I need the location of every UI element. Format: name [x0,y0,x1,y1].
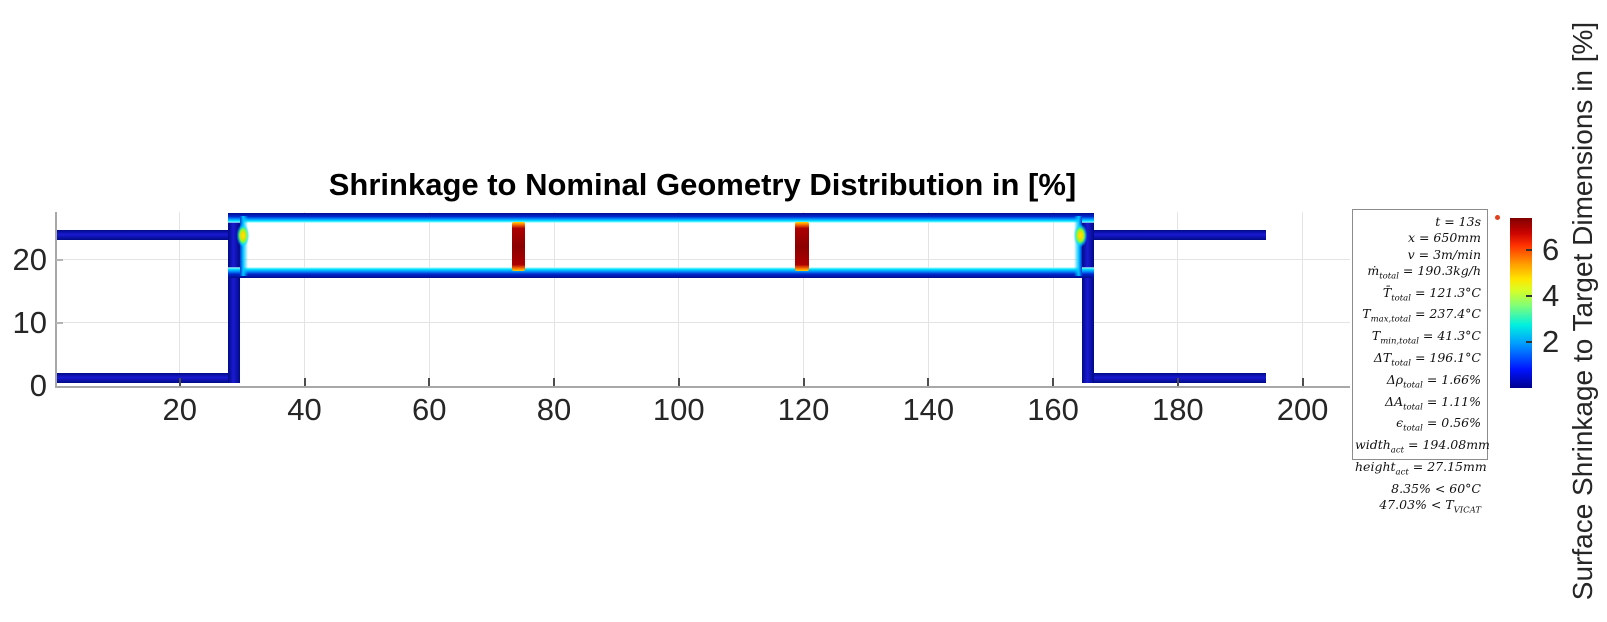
profile-box-top-wall [228,213,1094,224]
y-tick-20 [56,259,63,261]
profile-internal-rib-2 [795,222,809,271]
x-tick-label-60: 60 [384,392,474,428]
gridline-x-40 [304,212,305,386]
stats-line-8: Δρtotal = 1.66% [1355,372,1481,394]
figure-canvas: Shrinkage to Nominal Geometry Distributi… [0,0,1607,622]
stats-line-5: Tmax,total = 237.4°C [1355,306,1481,328]
profile-left-top-flange [55,230,240,240]
stats-line-0: t = 13s [1355,214,1481,230]
y-axis-line [55,212,57,387]
gridline-x-200 [1302,212,1303,386]
x-tick-label-100: 100 [634,392,724,428]
x-tick-200 [1302,378,1304,386]
stats-line-14: 47.03% < TVICAT [1355,497,1481,519]
x-tick-60 [428,378,430,386]
x-tick-label-140: 140 [883,392,973,428]
stats-line-1: x = 650mm [1355,230,1481,246]
profile-left-corner-hotspot [235,221,251,250]
stats-line-11: widthact = 194.08mm [1355,437,1481,459]
profile-right-corner-hotspot [1072,221,1088,250]
profile-right-bottom-flange [1082,373,1266,383]
colorbar-tick-label-6: 6 [1542,233,1559,267]
x-tick-140 [927,378,929,386]
stats-line-12: heightact = 27.15mm [1355,459,1481,481]
y-tick-label-20: 20 [0,243,47,277]
gridline-x-100 [678,212,679,386]
colorbar-label: Surface Shrinkage to Target Dimensions i… [1567,22,1599,600]
y-tick-label-10: 10 [0,306,47,340]
stats-line-7: ΔTtotal = 196.1°C [1355,350,1481,372]
stats-line-2: v = 3m/min [1355,247,1481,263]
colorbar-tick-6 [1526,249,1532,251]
stats-line-6: Tmin,total = 41.3°C [1355,328,1481,350]
gridline-x-140 [928,212,929,386]
profile-internal-rib-1 [512,222,526,271]
x-axis-line [55,386,1350,388]
gridline-x-160 [1053,212,1054,386]
colorbar-tick-label-2: 2 [1542,325,1559,359]
y-tick-10 [56,322,63,324]
x-tick-180 [1177,378,1179,386]
x-tick-label-120: 120 [759,392,849,428]
profile-box-bottom-wall [228,267,1094,278]
colorbar [1510,218,1532,388]
profile-right-top-flange [1082,230,1266,240]
x-tick-40 [304,378,306,386]
stats-line-13: 8.35% < 60°C [1355,481,1481,497]
x-tick-100 [678,378,680,386]
gridline-x-80 [554,212,555,386]
x-tick-120 [803,378,805,386]
stats-line-9: ΔAtotal = 1.11% [1355,394,1481,416]
x-tick-label-80: 80 [509,392,599,428]
gridline-y-10 [55,322,1350,323]
x-tick-label-20: 20 [135,392,225,428]
stray-marker-dot [1495,215,1500,220]
x-tick-label-40: 40 [260,392,350,428]
stats-annotation-box: t = 13sx = 650mmv = 3m/minṁtotal = 190.3… [1352,209,1488,460]
colorbar-tick-label-4: 4 [1542,279,1559,313]
stats-line-10: ϵtotal = 0.56% [1355,415,1481,437]
colorbar-tick-2 [1526,341,1532,343]
y-tick-label-0: 0 [0,369,47,403]
chart-title: Shrinkage to Nominal Geometry Distributi… [55,167,1350,203]
x-tick-label-200: 200 [1258,392,1348,428]
colorbar-tick-4 [1526,295,1532,297]
x-tick-label-180: 180 [1133,392,1223,428]
gridline-x-60 [429,212,430,386]
x-tick-80 [553,378,555,386]
stats-line-3: ṁtotal = 190.3kg/h [1355,263,1481,285]
stats-line-4: T̄total = 121.3°C [1355,285,1481,307]
x-tick-20 [179,378,181,386]
x-tick-label-160: 160 [1008,392,1098,428]
profile-left-bottom-flange [55,373,240,383]
x-tick-160 [1052,378,1054,386]
gridline-y-20 [55,259,1350,260]
